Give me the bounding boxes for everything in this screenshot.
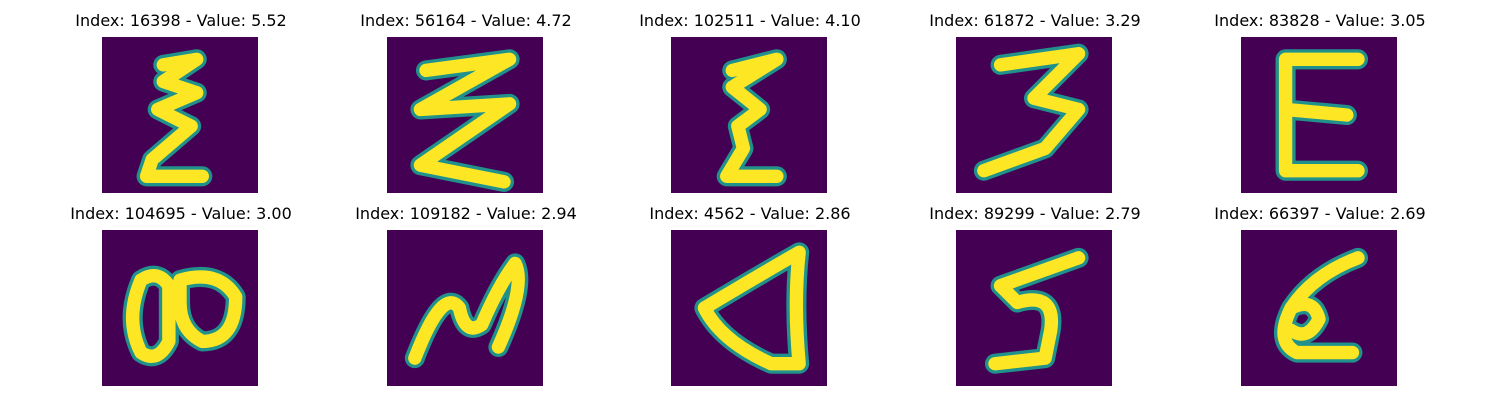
digit-image xyxy=(387,37,543,193)
panel-title: Index: 61872 - Value: 3.29 xyxy=(929,11,1141,30)
digit-image xyxy=(102,37,258,193)
stroke-core xyxy=(139,52,209,183)
stroke-core xyxy=(126,269,243,363)
stroke-core xyxy=(1278,52,1365,178)
stroke-core xyxy=(988,251,1086,371)
panel-title: Index: 66397 - Value: 2.69 xyxy=(1214,204,1426,223)
digit-image xyxy=(102,230,258,386)
digit-image xyxy=(671,230,827,386)
stroke-core xyxy=(413,52,517,189)
stroke-core xyxy=(697,245,806,371)
stroke-core xyxy=(1277,251,1365,360)
digit-image xyxy=(1241,37,1397,193)
stroke-core xyxy=(977,47,1086,178)
panel-title: Index: 104695 - Value: 3.00 xyxy=(70,204,292,223)
digit-image xyxy=(387,230,543,386)
digit-image xyxy=(956,37,1112,193)
panel-title: Index: 83828 - Value: 3.05 xyxy=(1214,11,1426,30)
panel-title: Index: 16398 - Value: 5.52 xyxy=(75,11,287,30)
panel-title: Index: 89299 - Value: 2.79 xyxy=(929,204,1141,223)
panel-title: Index: 109182 - Value: 2.94 xyxy=(355,204,577,223)
panel-title: Index: 4562 - Value: 2.86 xyxy=(649,204,851,223)
digit-image xyxy=(1241,230,1397,386)
digit-image xyxy=(671,37,827,193)
digit-image xyxy=(956,230,1112,386)
stroke-core xyxy=(408,256,525,365)
stroke-core xyxy=(720,52,784,183)
panel-title: Index: 56164 - Value: 4.72 xyxy=(360,11,572,30)
panel-title: Index: 102511 - Value: 4.10 xyxy=(639,11,861,30)
